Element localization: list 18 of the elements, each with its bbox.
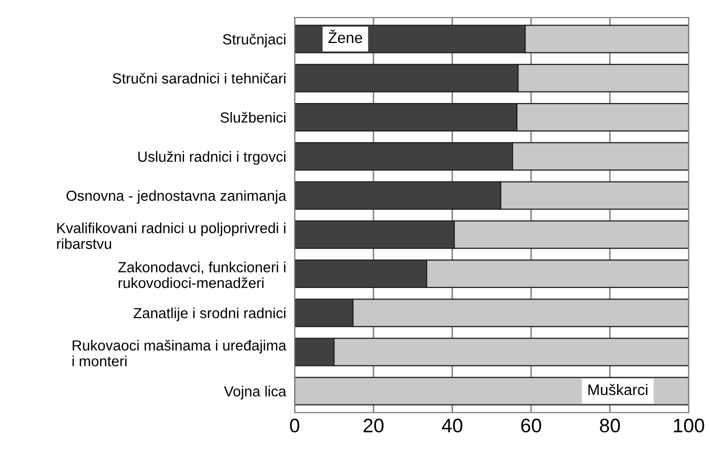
x-tick-label: 0 (290, 418, 300, 432)
y-tick-label: Vojna lica (224, 386, 286, 400)
y-tick-label: Rukovaoci mašinama i uređajima i monteri (72, 340, 286, 366)
y-tick-label: Stručni saradnici i tehničari (112, 72, 286, 84)
x-tick-label: 60 (521, 418, 542, 432)
y-tick-label: Kvalifikovani radnici u poljoprivredi i ribarstvu (57, 222, 286, 249)
y-tick-label: Osnovna - jednostavna zanimanja (66, 190, 286, 204)
series-label: Muškarci (588, 384, 648, 396)
y-tick-label: Službenici (220, 112, 286, 123)
x-tick-label: 40 (442, 418, 462, 432)
y-tick-label: Stručnjaci (222, 34, 286, 48)
y-tick-label: Zanatlije i srodni radnici (134, 308, 286, 322)
y-tick-label: Uslužni radnici i trgovci (138, 151, 286, 165)
x-tick-label: 100 (674, 418, 704, 432)
x-tick-label: 80 (600, 418, 620, 432)
series-label: Žene (328, 30, 362, 44)
x-tick-label: 20 (364, 418, 384, 432)
y-tick-label: Zakonodavci, funkcioneri i rukovodioci-menadžeri (118, 262, 286, 288)
